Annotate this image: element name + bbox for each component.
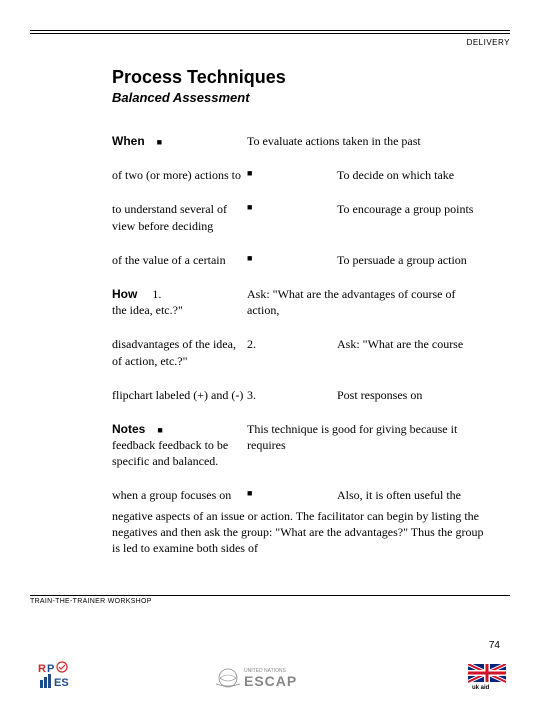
row-right: 2.Ask: "What are the course [247,336,490,368]
row-right-text: To encourage a group points [337,201,490,217]
row-left-text: of two (or more) actions to [112,167,247,183]
footer-text: TRAIN-THE-TRAINER WORKSHOP [30,598,152,605]
rows-container: When ■To evaluate actions taken in the p… [112,133,490,504]
svg-text:uk aid: uk aid [472,685,490,690]
overflow-text: negative aspects of an issue or action. … [112,508,490,557]
svg-text:ESCAP: ESCAP [244,673,297,689]
svg-text:R: R [38,663,46,675]
footer-rule [30,595,510,596]
bullet-icon: ■ [157,137,162,147]
content-row: to understand several of view before dec… [112,201,490,233]
bullet-icon: ■ [247,201,337,217]
row-right: This technique is good for giving becaus… [247,421,490,470]
row-left-text: when a group focuses on [112,487,247,503]
row-right-text: Post responses on [337,387,490,403]
bullet-icon: ■ [247,167,337,183]
row-left: to understand several of view before dec… [112,201,247,233]
row-left-text: feedback feedback to be specific and bal… [112,437,247,469]
row-left: disadvantages of the idea, of action, et… [112,336,247,368]
row-left: How 1.the idea, etc.?" [112,286,247,318]
top-rule-thin [30,33,510,34]
escap-logo: UNITED NATIONS ESCAP [210,664,330,692]
bullet-icon: ■ [247,252,337,268]
page-subtitle: Balanced Assessment [112,90,490,105]
row-number: 2. [247,336,337,352]
row-right-text: Ask: "What are the course [337,336,490,352]
row-right-text: Also, it is often useful the [337,487,490,503]
row-left-text: flipchart labeled (+) and (-) [112,387,247,403]
ukaid-logo: uk aid [468,664,506,690]
row-right: 3.Post responses on [247,387,490,403]
content-row: of two (or more) actions to■To decide on… [112,167,490,183]
row-left: of the value of a certain [112,252,247,268]
content-row: when a group focuses on■Also, it is ofte… [112,487,490,503]
row-left: flipchart labeled (+) and (-) [112,387,247,403]
row-right-text: To decide on which take [337,167,490,183]
content-area: Process Techniques Balanced Assessment W… [30,67,510,556]
row-left: of two (or more) actions to [112,167,247,183]
overflow-content: negative aspects of an issue or action. … [112,509,483,555]
row-right: Ask: "What are the advantages of course … [247,286,490,318]
content-row: flipchart labeled (+) and (-)3.Post resp… [112,387,490,403]
escap-icon: UNITED NATIONS ESCAP [210,664,330,692]
row-number: 3. [247,387,337,403]
row-left-text: to understand several of view before dec… [112,201,247,233]
page-container: DELIVERY Process Techniques Balanced Ass… [0,0,540,556]
row-left: Notes ■ feedback feedback to be specific … [112,421,247,470]
row-left-text: of the value of a certain [112,252,247,268]
svg-text:P: P [47,663,54,675]
content-row: disadvantages of the idea, of action, et… [112,336,490,368]
rpes-icon: R P ES [38,660,74,690]
page-title: Process Techniques [112,67,490,88]
row-label: When [112,134,145,148]
row-left: When ■ [112,133,247,149]
row-right: ■Also, it is often useful the [247,487,490,503]
content-row: When ■To evaluate actions taken in the p… [112,133,490,149]
row-number: 1. [152,287,161,301]
row-right-text: To persuade a group action [337,252,490,268]
row-left-text: the idea, etc.?" [112,302,247,318]
row-left-text: disadvantages of the idea, of action, et… [112,336,247,368]
row-left: when a group focuses on [112,487,247,503]
bullet-icon: ■ [247,487,337,503]
row-right: ■To decide on which take [247,167,490,183]
rpes-logo: R P ES [38,660,74,690]
page-number: 74 [489,640,500,651]
row-right: ■To persuade a group action [247,252,490,268]
content-row: Notes ■ feedback feedback to be specific … [112,421,490,470]
row-label: How [112,287,137,301]
content-row: How 1.the idea, etc.?"Ask: "What are the… [112,286,490,318]
content-row: of the value of a certain■To persuade a … [112,252,490,268]
ukaid-icon: uk aid [468,664,506,690]
svg-text:ES: ES [54,677,69,689]
top-rule-thick [30,30,510,31]
row-right: ■To encourage a group points [247,201,490,233]
bullet-icon: ■ [157,425,162,435]
header-label: DELIVERY [30,38,510,47]
row-right: To evaluate actions taken in the past [247,133,490,149]
row-label: Notes [112,422,145,436]
